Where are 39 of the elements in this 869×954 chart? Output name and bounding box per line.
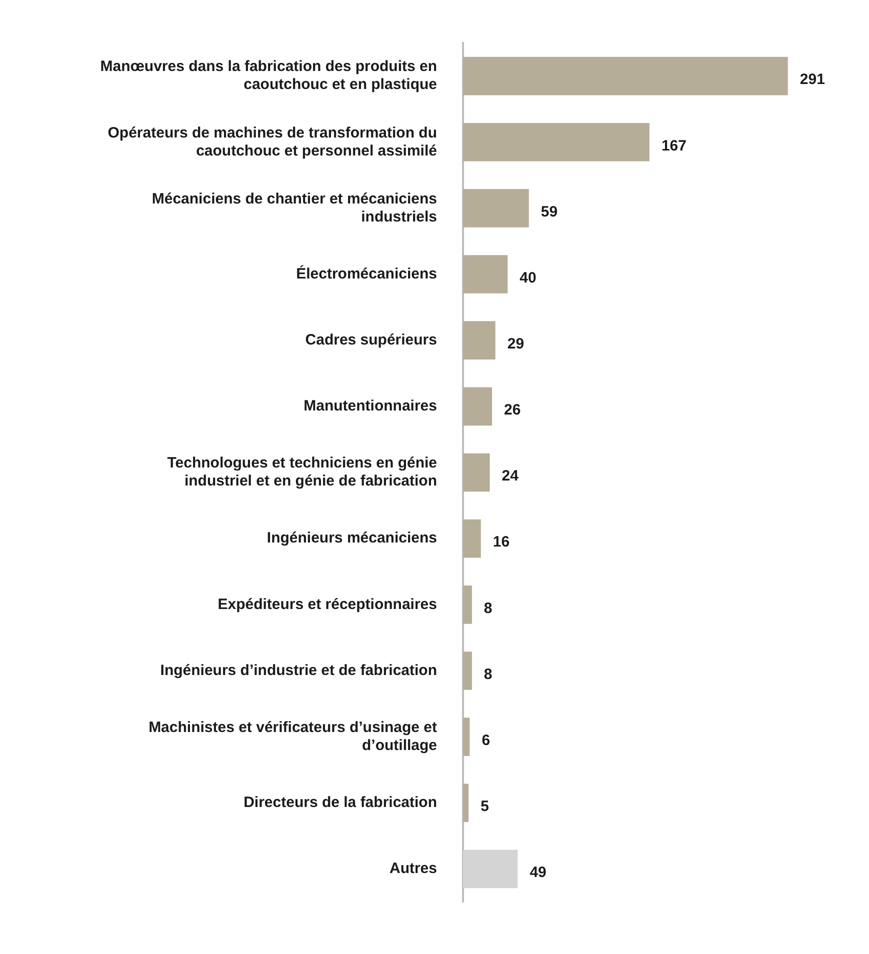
data-label: 8 [484, 600, 492, 617]
y-tick-label: Technologues et techniciens en génie industriel et en génie de fabrication [167, 454, 437, 490]
data-label: 26 [504, 402, 521, 419]
data-label: 16 [492, 534, 510, 551]
y-tick-label: Opérateurs de machines de transformation du caoutchouc et personnel assimilé [108, 124, 437, 160]
bar [463, 519, 481, 558]
bar [463, 255, 508, 294]
data-label: 29 [507, 335, 524, 352]
y-tick-label: Manœuvres dans la fabrication des produits en caoutchouc et en plastique [100, 58, 437, 94]
y-tick-label: Électromécaniciens [296, 264, 437, 282]
y-tick-label: Manutentionnaires [304, 398, 437, 415]
bar [463, 784, 469, 822]
bar [463, 122, 650, 162]
data-label: 5 [480, 798, 489, 816]
data-label: 49 [530, 864, 546, 882]
y-tick-label: Cadres supérieurs [305, 331, 437, 348]
y-tick-label: Expéditeurs et réceptionnaires [218, 596, 437, 613]
y-tick-label: Ingénieurs mécaniciens [266, 530, 437, 547]
data-label: 59 [540, 203, 558, 220]
bar [463, 56, 788, 96]
bar [463, 189, 529, 228]
y-tick-label: Directeurs de la fabrication [244, 794, 437, 812]
data-label: 291 [800, 71, 825, 88]
y-tick-label: Ingénieurs d’industrie et de fabrication [160, 662, 437, 679]
bar [463, 453, 490, 492]
bar [463, 585, 472, 624]
data-label: 40 [520, 269, 536, 286]
y-tick-label: Machinistes et vérificateurs d’usinage et d’outillage [148, 718, 437, 754]
data-label: 24 [502, 468, 520, 485]
bar [463, 321, 496, 360]
data-label: 8 [484, 666, 492, 683]
bar [463, 387, 492, 426]
y-tick-label: Autres [389, 860, 437, 878]
data-label: 6 [482, 732, 490, 749]
bar [463, 718, 470, 756]
data-label: 167 [661, 137, 686, 154]
bar [463, 652, 472, 690]
y-tick-label: Mécaniciens de chantier et mécaniciens industriels [152, 190, 437, 226]
bar [463, 850, 518, 888]
